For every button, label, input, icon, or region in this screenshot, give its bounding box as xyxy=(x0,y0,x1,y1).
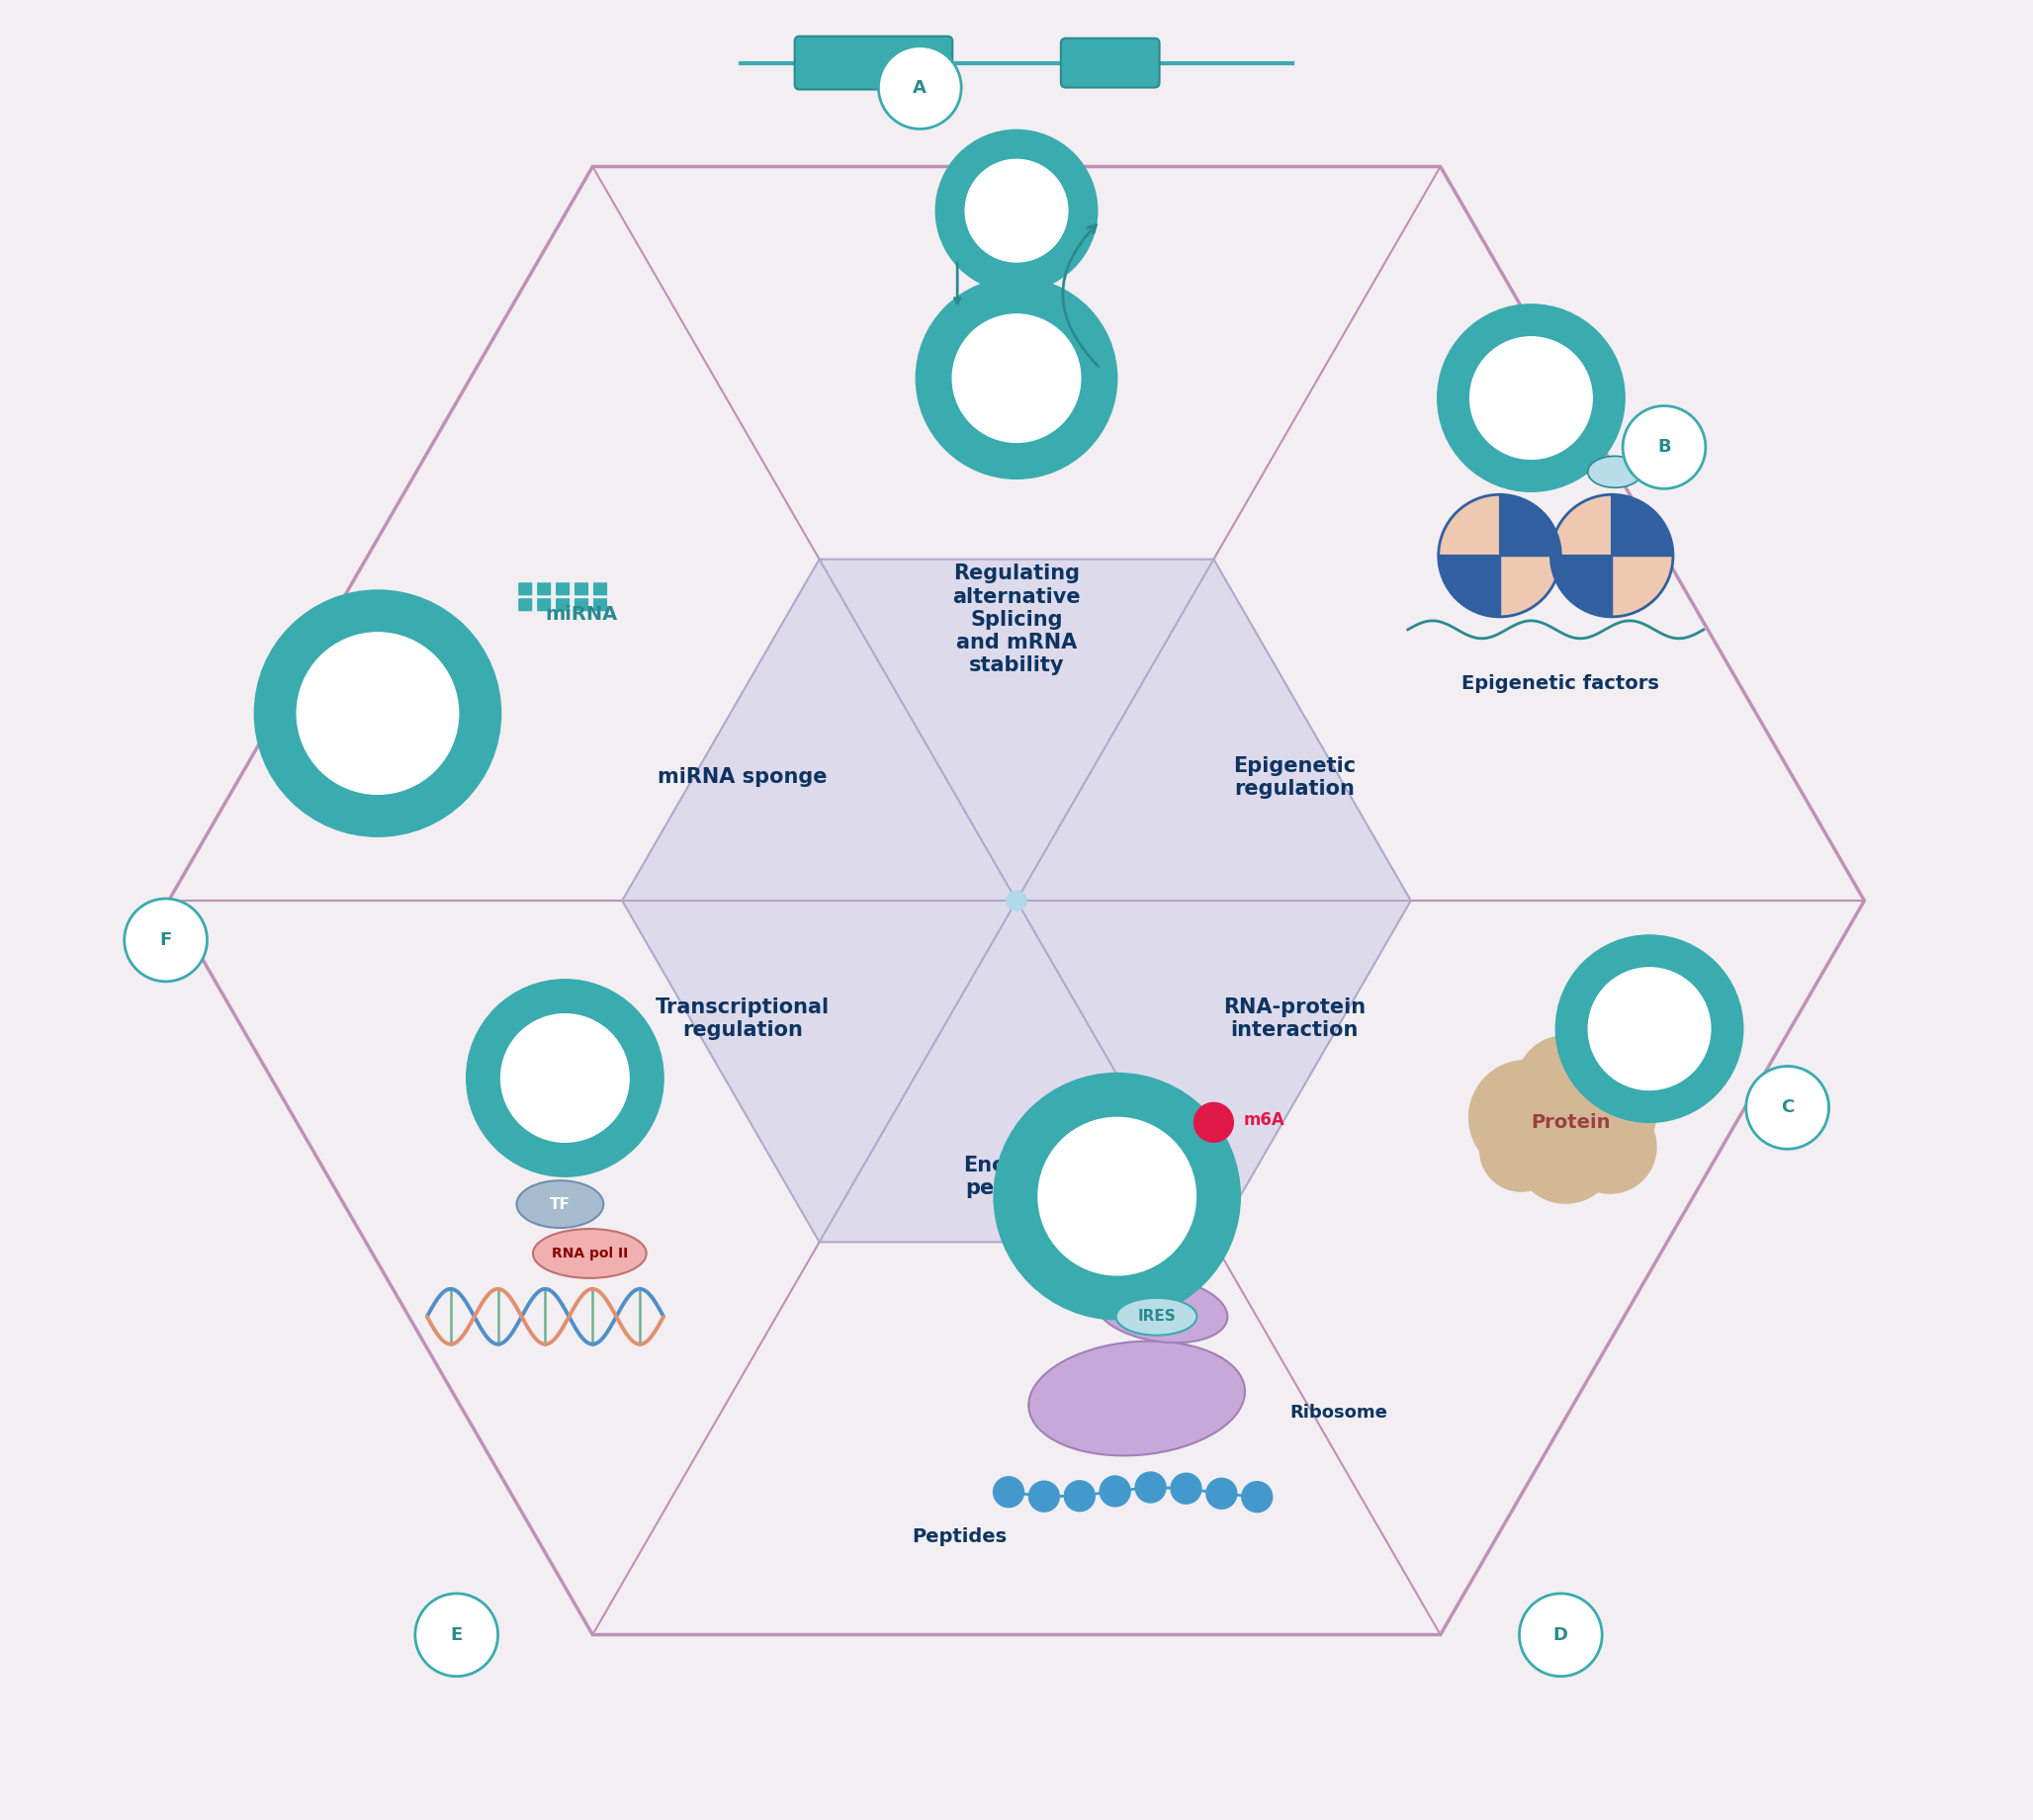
Text: E: E xyxy=(451,1625,464,1643)
Text: Epigenetic factors: Epigenetic factors xyxy=(1462,675,1659,693)
Circle shape xyxy=(1517,1068,1624,1176)
Ellipse shape xyxy=(1029,1341,1244,1456)
Circle shape xyxy=(1039,1117,1195,1276)
Circle shape xyxy=(415,1594,498,1676)
Ellipse shape xyxy=(533,1229,646,1278)
Circle shape xyxy=(1470,337,1592,459)
Circle shape xyxy=(297,633,459,794)
Circle shape xyxy=(1563,1101,1657,1194)
Circle shape xyxy=(1100,1476,1130,1507)
FancyBboxPatch shape xyxy=(555,599,569,612)
Text: RNA pol II: RNA pol II xyxy=(551,1247,628,1261)
FancyBboxPatch shape xyxy=(555,582,569,595)
Text: miRNA sponge: miRNA sponge xyxy=(657,768,827,788)
Ellipse shape xyxy=(516,1181,604,1228)
FancyBboxPatch shape xyxy=(573,599,590,612)
Bar xyxy=(1612,495,1673,555)
Ellipse shape xyxy=(1588,457,1643,488)
Text: C: C xyxy=(1781,1099,1793,1116)
FancyArrowPatch shape xyxy=(1063,224,1098,366)
Circle shape xyxy=(1622,406,1706,488)
FancyBboxPatch shape xyxy=(518,582,533,595)
Circle shape xyxy=(1588,968,1710,1090)
Ellipse shape xyxy=(1116,1298,1197,1336)
Circle shape xyxy=(1517,1036,1614,1134)
Circle shape xyxy=(878,46,962,129)
FancyBboxPatch shape xyxy=(795,36,951,89)
Circle shape xyxy=(1553,1061,1657,1163)
Circle shape xyxy=(1171,1472,1202,1503)
FancyBboxPatch shape xyxy=(594,599,608,612)
Circle shape xyxy=(951,315,1082,442)
Text: Regulating
alternative
Splicing
and mRNA
stability: Regulating alternative Splicing and mRNA… xyxy=(951,564,1082,675)
Circle shape xyxy=(1480,1108,1563,1192)
Circle shape xyxy=(1193,1103,1234,1143)
Circle shape xyxy=(935,129,1098,291)
Text: Ribosome: Ribosome xyxy=(1289,1405,1387,1421)
Circle shape xyxy=(1065,1481,1096,1511)
Circle shape xyxy=(994,1476,1025,1507)
FancyBboxPatch shape xyxy=(1061,38,1159,87)
Text: miRNA: miRNA xyxy=(545,606,618,624)
Circle shape xyxy=(1746,1067,1830,1148)
Text: Encoding
peptides: Encoding peptides xyxy=(964,1156,1069,1198)
Circle shape xyxy=(1006,890,1027,910)
Circle shape xyxy=(1555,935,1742,1123)
Circle shape xyxy=(1551,495,1673,617)
Circle shape xyxy=(917,278,1116,479)
Text: RNA-protein
interaction: RNA-protein interaction xyxy=(1224,997,1366,1041)
Text: TF: TF xyxy=(549,1198,571,1212)
Circle shape xyxy=(1519,1594,1602,1676)
Circle shape xyxy=(466,979,663,1176)
Circle shape xyxy=(1029,1481,1059,1512)
FancyBboxPatch shape xyxy=(537,599,551,612)
Bar xyxy=(1551,555,1612,617)
Ellipse shape xyxy=(1096,1276,1228,1343)
Circle shape xyxy=(1206,1478,1236,1509)
Circle shape xyxy=(254,590,500,837)
Circle shape xyxy=(1134,1472,1165,1503)
Text: Peptides: Peptides xyxy=(911,1527,1006,1545)
Circle shape xyxy=(1439,495,1561,617)
FancyBboxPatch shape xyxy=(573,582,590,595)
FancyBboxPatch shape xyxy=(594,582,608,595)
Bar xyxy=(1439,555,1500,617)
Circle shape xyxy=(124,899,207,981)
Text: A: A xyxy=(913,78,927,96)
FancyBboxPatch shape xyxy=(518,599,533,612)
Polygon shape xyxy=(169,167,1864,1634)
FancyBboxPatch shape xyxy=(537,582,551,595)
Text: D: D xyxy=(1553,1625,1567,1643)
Circle shape xyxy=(966,160,1067,262)
Text: B: B xyxy=(1657,439,1671,457)
Circle shape xyxy=(500,1014,628,1143)
Text: IRES: IRES xyxy=(1136,1309,1175,1323)
Text: Protein: Protein xyxy=(1531,1114,1610,1132)
Text: Epigenetic
regulation: Epigenetic regulation xyxy=(1234,755,1356,799)
Circle shape xyxy=(1242,1481,1273,1512)
Text: F: F xyxy=(161,932,171,948)
Bar xyxy=(1500,495,1561,555)
Circle shape xyxy=(1470,1061,1584,1174)
Circle shape xyxy=(1515,1101,1616,1203)
Polygon shape xyxy=(622,559,1411,1241)
Circle shape xyxy=(1437,304,1624,491)
Text: m6A: m6A xyxy=(1244,1112,1285,1130)
Text: Transcriptional
regulation: Transcriptional regulation xyxy=(655,997,829,1041)
Circle shape xyxy=(994,1074,1240,1320)
